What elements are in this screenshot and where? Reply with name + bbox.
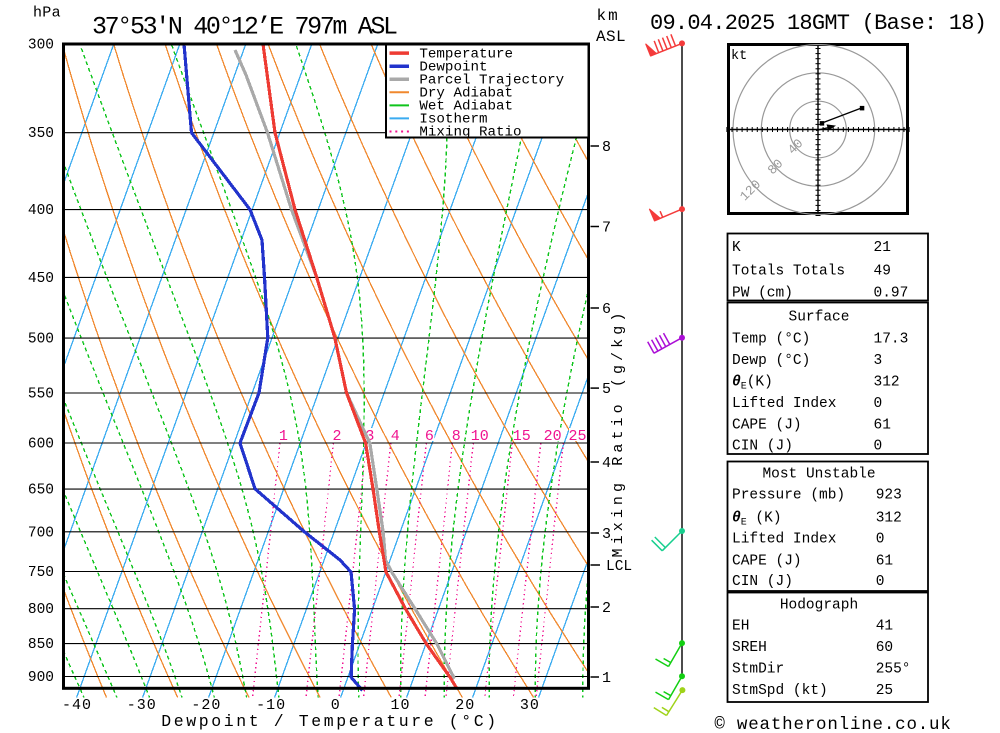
- svg-text:5: 5: [602, 381, 611, 398]
- svg-text:3: 3: [602, 526, 611, 543]
- svg-text:Parcel Trajectory: Parcel Trajectory: [419, 72, 564, 88]
- svg-text:CAPE (J): CAPE (J): [732, 418, 802, 434]
- svg-text:Lifted Index: Lifted Index: [732, 532, 837, 548]
- svg-text:700: 700: [28, 525, 54, 541]
- svg-text:4: 4: [391, 428, 400, 445]
- svg-text:300: 300: [28, 38, 54, 54]
- svg-text:3: 3: [365, 428, 374, 445]
- svg-text:Totals Totals: Totals Totals: [732, 264, 845, 280]
- svg-text:SREH: SREH: [732, 640, 767, 656]
- svg-text:CIN (J): CIN (J): [732, 439, 793, 455]
- svg-text:0.97: 0.97: [874, 286, 909, 302]
- svg-text:8: 8: [452, 428, 461, 445]
- svg-text:km: km: [597, 7, 620, 25]
- svg-text:0: 0: [876, 574, 885, 590]
- svg-text:6: 6: [425, 428, 434, 445]
- svg-text:0: 0: [331, 697, 341, 714]
- svg-text:900: 900: [28, 670, 54, 686]
- svg-text:Mixing Ratio: Mixing Ratio: [419, 125, 521, 141]
- svg-text:Lifted Index: Lifted Index: [732, 396, 837, 412]
- svg-text:312: 312: [876, 511, 902, 527]
- svg-text:-20: -20: [191, 697, 221, 714]
- svg-text:Isotherm: Isotherm: [419, 112, 487, 128]
- svg-text:Most Unstable: Most Unstable: [762, 467, 875, 483]
- svg-text:17.3: 17.3: [874, 332, 909, 348]
- svg-text:ASL: ASL: [596, 28, 626, 46]
- svg-text:hPa: hPa: [33, 5, 61, 22]
- svg-text:09.04.2025 18GMT (Base: 18): 09.04.2025 18GMT (Base: 18): [650, 11, 986, 36]
- svg-text:37°53'N 40°12’E 797m ASL: 37°53'N 40°12’E 797m ASL: [92, 13, 397, 42]
- svg-text:800: 800: [28, 602, 54, 618]
- svg-text:Surface: Surface: [789, 310, 850, 326]
- svg-text:CIN (J): CIN (J): [732, 574, 793, 590]
- svg-text:312: 312: [874, 374, 900, 390]
- svg-text:2: 2: [602, 600, 611, 617]
- svg-text:49: 49: [874, 264, 891, 280]
- svg-text:LCL: LCL: [606, 559, 632, 575]
- svg-text:0: 0: [876, 532, 885, 548]
- svg-text:923: 923: [876, 488, 902, 504]
- svg-text:StmDir: StmDir: [732, 662, 784, 678]
- svg-text:500: 500: [28, 332, 54, 348]
- svg-text:Temperature: Temperature: [419, 46, 513, 62]
- svg-text:Hodograph: Hodograph: [780, 598, 858, 614]
- svg-text:-10: -10: [256, 697, 286, 714]
- svg-text:EH: EH: [732, 619, 749, 635]
- svg-text:1: 1: [602, 670, 611, 687]
- svg-text:550: 550: [28, 387, 54, 403]
- svg-text:Pressure (mb): Pressure (mb): [732, 488, 845, 504]
- svg-text:15: 15: [513, 428, 531, 445]
- svg-text:StmSpd (kt): StmSpd (kt): [732, 683, 828, 699]
- svg-text:2: 2: [332, 428, 341, 445]
- svg-text:Mixing Ratio (g/kg): Mixing Ratio (g/kg): [610, 309, 627, 558]
- svg-text:3: 3: [874, 353, 883, 369]
- svg-text:20: 20: [455, 697, 475, 714]
- svg-text:K: K: [732, 240, 741, 256]
- svg-text:255°: 255°: [876, 662, 911, 678]
- svg-text:650: 650: [28, 483, 54, 499]
- svg-text:4: 4: [602, 455, 611, 472]
- svg-text:25: 25: [876, 683, 893, 699]
- svg-text:θE(K): θE(K): [732, 374, 773, 392]
- svg-text:7: 7: [602, 220, 611, 237]
- svg-text:41: 41: [876, 619, 893, 635]
- svg-text:61: 61: [874, 418, 891, 434]
- svg-text:-30: -30: [127, 697, 157, 714]
- svg-text:Dewpoint / Temperature (°C): Dewpoint / Temperature (°C): [161, 712, 499, 731]
- svg-text:10: 10: [471, 428, 489, 445]
- svg-text:30: 30: [520, 697, 540, 714]
- svg-text:450: 450: [28, 271, 54, 287]
- svg-text:-40: -40: [62, 697, 92, 714]
- svg-text:Dewp (°C): Dewp (°C): [732, 353, 810, 369]
- svg-text:Wet Adiabat: Wet Adiabat: [419, 99, 513, 115]
- svg-text:Dry Adiabat: Dry Adiabat: [419, 86, 513, 102]
- svg-text:750: 750: [28, 565, 54, 581]
- svg-text:0: 0: [874, 439, 883, 455]
- svg-text:850: 850: [28, 637, 54, 653]
- svg-text:Temp (°C): Temp (°C): [732, 332, 810, 348]
- svg-text:400: 400: [28, 203, 54, 219]
- svg-text:10: 10: [390, 697, 410, 714]
- svg-text:0: 0: [874, 396, 883, 412]
- svg-text:PW (cm): PW (cm): [732, 286, 793, 302]
- svg-text:60: 60: [876, 640, 893, 656]
- svg-text:θE (K): θE (K): [732, 511, 782, 529]
- svg-text:CAPE (J): CAPE (J): [732, 554, 802, 570]
- svg-text:350: 350: [28, 126, 54, 142]
- svg-text:600: 600: [28, 437, 54, 453]
- svg-text:6: 6: [602, 301, 611, 318]
- svg-text:20: 20: [544, 428, 562, 445]
- svg-text:61: 61: [876, 554, 893, 570]
- svg-text:kt: kt: [731, 49, 747, 64]
- svg-text:Dewpoint: Dewpoint: [419, 59, 487, 75]
- svg-text:25: 25: [568, 428, 586, 445]
- svg-text:1: 1: [279, 428, 288, 445]
- svg-text:© weatheronline.co.uk: © weatheronline.co.uk: [714, 715, 951, 733]
- svg-text:8: 8: [602, 139, 611, 156]
- svg-text:21: 21: [874, 240, 891, 256]
